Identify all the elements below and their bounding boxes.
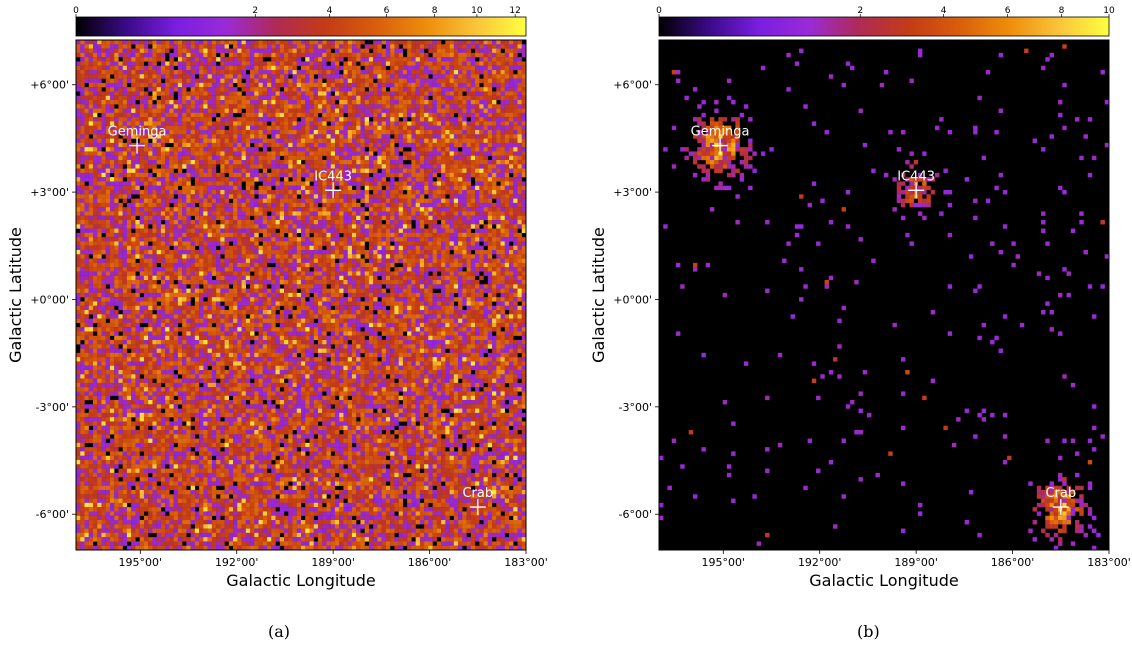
panel-caption-a: (a)	[268, 622, 291, 641]
colorbar-tick-label: 4	[327, 6, 333, 16]
source-marker-ic443	[325, 182, 342, 199]
colorbar	[75, 16, 527, 37]
source-label-crab: Crab	[1045, 486, 1076, 501]
panel-caption-b: (b)	[857, 622, 880, 641]
x-tick-label: 183°00'	[504, 556, 548, 569]
x-axis-label: Galactic Longitude	[226, 571, 375, 590]
x-tick-label: 186°00'	[408, 556, 452, 569]
x-tick-label: 195°00'	[702, 556, 746, 569]
colorbar-tick-label: 8	[1059, 6, 1065, 16]
counts-map-panel-a: 0 2 4 6 8 10 12 195°00' 192°00' 189°00' 186°00' 183…	[6, 6, 548, 641]
y-axis-label: Galactic Latitude	[589, 227, 608, 363]
y-tick-label: +0°00'	[30, 293, 69, 306]
y-tick-label: +6°00'	[613, 79, 652, 92]
y-tick-label: -6°00'	[619, 508, 653, 521]
source-marker-geminga	[712, 137, 729, 154]
x-tick-label: 195°00'	[119, 556, 163, 569]
counts-map-chart-a: 0 2 4 6 8 10 12 195°00' 192°00' 189°00' 186°00' 183…	[6, 6, 548, 590]
source-marker-crab	[469, 499, 486, 516]
x-tick-label: 192°00'	[798, 556, 842, 569]
source-label-geminga: Geminga	[108, 125, 167, 140]
colorbar-tick-label: 12	[509, 6, 520, 16]
colorbar-tick-label: 10	[1103, 6, 1115, 16]
colorbar-tick-label: 2	[857, 6, 863, 16]
y-tick-label: +0°00'	[613, 293, 652, 306]
colorbar-tick-label: 8	[432, 6, 438, 16]
y-tick-label: -6°00'	[36, 508, 70, 521]
y-axis-label: Galactic Latitude	[6, 227, 25, 363]
x-axis-label: Galactic Longitude	[809, 571, 958, 590]
colorbar-tick-label: 0	[656, 6, 662, 16]
counts-map-chart-b: 0 2 4 6 8 10 195°00' 192°00' 189°00' 186°00' 183°0…	[589, 6, 1131, 590]
colorbar-tick-label: 0	[73, 6, 79, 16]
source-marker-ic443	[908, 182, 925, 199]
source-label-crab: Crab	[462, 486, 493, 501]
source-marker-geminga	[129, 137, 146, 154]
plot-frame	[658, 39, 1110, 551]
colorbar-tick-label: 6	[384, 6, 390, 16]
map-pixels	[76, 40, 527, 551]
x-tick-label: 192°00'	[215, 556, 259, 569]
x-tick-label: 189°00'	[894, 556, 938, 569]
source-marker-crab	[1052, 499, 1069, 516]
plot-frame	[75, 39, 527, 551]
colorbar	[658, 16, 1110, 37]
map-pixels	[659, 44, 1110, 551]
y-tick-label: -3°00'	[36, 401, 70, 414]
colorbar-tick-label: 6	[1005, 6, 1011, 16]
colorbar-tick-label: 2	[252, 6, 258, 16]
source-label-ic443: IC443	[314, 169, 352, 184]
source-label-ic443: IC443	[897, 169, 935, 184]
source-label-geminga: Geminga	[691, 125, 750, 140]
y-tick-label: -3°00'	[619, 401, 653, 414]
colorbar-tick-label: 4	[941, 6, 947, 16]
x-tick-label: 189°00'	[311, 556, 355, 569]
y-tick-label: +6°00'	[30, 79, 69, 92]
x-tick-label: 183°00'	[1087, 556, 1131, 569]
x-tick-label: 186°00'	[991, 556, 1035, 569]
colorbar-tick-label: 10	[471, 6, 483, 16]
map-background	[659, 40, 1109, 550]
counts-map-panel-b: 0 2 4 6 8 10 195°00' 192°00' 189°00' 186°00' 183°0…	[583, 0, 1132, 649]
y-tick-label: +3°00'	[613, 186, 652, 199]
y-tick-label: +3°00'	[30, 186, 69, 199]
